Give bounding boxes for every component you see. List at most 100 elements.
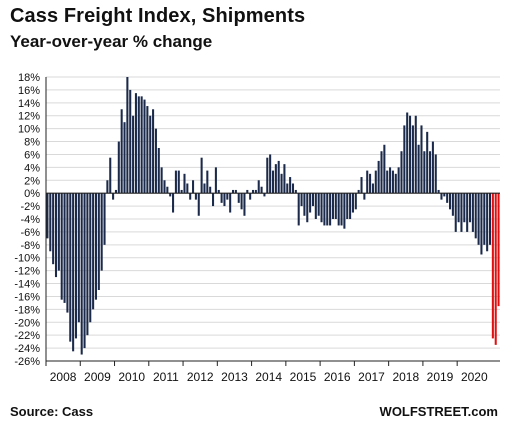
bar: [220, 193, 223, 203]
x-tick-label: 2015: [290, 370, 317, 384]
bar: [206, 170, 209, 194]
bar: [114, 189, 117, 194]
bar: [306, 193, 309, 223]
bar: [177, 170, 180, 194]
bar: [126, 77, 129, 194]
bar: [66, 193, 69, 313]
bar: [134, 93, 137, 194]
bar: [437, 189, 440, 194]
y-tick-label: 8%: [24, 137, 40, 149]
bar: [269, 154, 272, 194]
bar: [92, 193, 95, 310]
y-tick-label: 14%: [18, 98, 40, 110]
bar: [74, 193, 78, 339]
bar: [357, 189, 360, 194]
bar: [477, 193, 480, 245]
bar: [217, 189, 220, 194]
bar: [369, 173, 372, 194]
bar: [317, 193, 320, 216]
bar: [46, 193, 49, 239]
bar: [346, 193, 349, 219]
bar: [260, 186, 263, 194]
bar: [297, 193, 300, 226]
x-tick-labels: 2008 2009 2010 2011 2012 2013 2014 2015 2016 2017…: [50, 370, 488, 384]
bar: [488, 193, 492, 245]
bar: [106, 180, 109, 194]
y-tick-label: 16%: [18, 85, 40, 97]
bar: [289, 177, 292, 194]
y-tick-label: -18%: [14, 304, 40, 316]
bar: [349, 193, 352, 219]
y-tick-label: -8%: [20, 240, 40, 252]
bar: [80, 193, 83, 355]
bar: [112, 193, 115, 200]
bar: [94, 193, 97, 300]
bar: [334, 193, 337, 219]
y-tick-label: -4%: [20, 214, 40, 226]
bar: [274, 164, 277, 194]
bar: [323, 193, 326, 226]
bar: [397, 167, 400, 194]
bar: [117, 141, 120, 194]
bar: [223, 193, 226, 207]
bar: [57, 193, 60, 271]
bar: [212, 193, 215, 207]
bar: [431, 141, 434, 194]
bar: [49, 193, 52, 252]
bar: [172, 193, 175, 213]
bar: [423, 151, 426, 194]
bar: [163, 180, 166, 194]
y-tick-label: -10%: [14, 253, 40, 265]
bar: [52, 193, 55, 265]
bar: [243, 193, 246, 216]
x-tick-label: 2011: [153, 370, 179, 384]
bar: [494, 193, 497, 345]
bar: [497, 193, 500, 307]
bar: [354, 193, 357, 210]
bar: [251, 189, 255, 194]
chart-title: Cass Freight Index, Shipments: [10, 5, 306, 27]
bar: [189, 193, 192, 200]
bar: [200, 157, 203, 194]
bar: [160, 167, 163, 194]
bar: [277, 160, 280, 194]
bar: [451, 193, 454, 216]
bar: [471, 193, 474, 232]
bar: [129, 89, 132, 194]
bar: [311, 193, 315, 207]
bar: [429, 151, 432, 194]
axes: [45, 77, 500, 366]
bar: [351, 193, 354, 213]
bar: [400, 151, 403, 194]
bar: [440, 193, 443, 200]
bar: [491, 193, 494, 339]
bar: [480, 193, 483, 255]
chart-subtitle: Year-over-year % change: [10, 32, 213, 51]
bar: [286, 183, 289, 194]
x-tick-label: 2020: [461, 370, 488, 384]
bar: [320, 193, 323, 223]
x-tick-label: 2017: [358, 370, 385, 384]
source-note: Source: Cass: [10, 404, 94, 419]
y-tick-label: -12%: [14, 266, 40, 278]
y-tick-label: 2%: [24, 175, 40, 187]
x-tick-label: 2014: [255, 370, 282, 384]
bar: [360, 177, 363, 194]
bar: [426, 131, 429, 194]
bar: [226, 193, 229, 200]
x-tick-label: 2008: [50, 370, 77, 384]
bar: [249, 193, 252, 200]
x-tick-label: 2013: [221, 370, 248, 384]
bar: [266, 157, 269, 194]
bar: [371, 183, 374, 194]
bar: [180, 189, 183, 194]
bar: [89, 193, 92, 323]
bar: [326, 193, 329, 226]
bar: [174, 170, 177, 194]
bar: [60, 193, 63, 300]
bar: [271, 170, 275, 194]
bar: [234, 189, 237, 194]
bar: [203, 183, 206, 194]
bar: [140, 96, 143, 194]
